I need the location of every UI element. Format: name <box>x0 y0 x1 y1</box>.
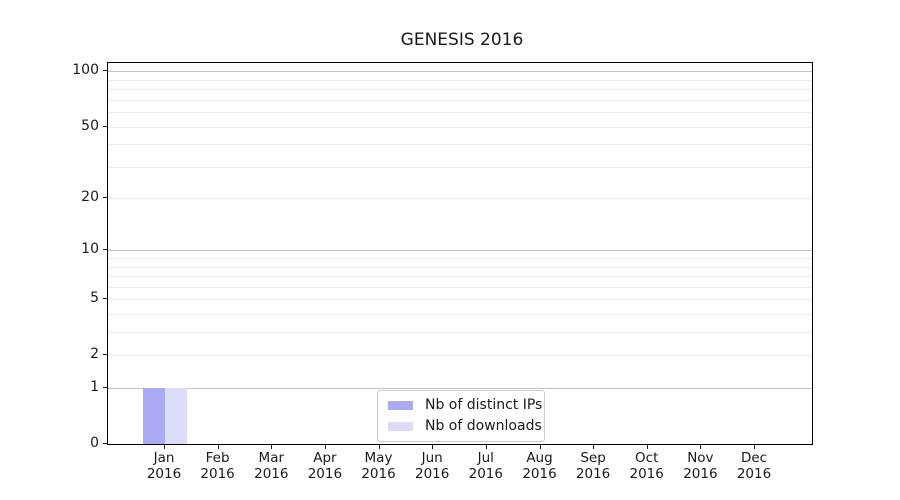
gridline-major <box>108 388 812 389</box>
x-tick-label-jul: Jul 2016 <box>468 450 503 482</box>
x-tick-label-aug: Aug 2016 <box>522 450 557 482</box>
plot-area <box>107 62 813 445</box>
gridline-minor <box>108 266 812 268</box>
x-tick-mark <box>485 445 487 449</box>
gridline-minor <box>108 99 812 101</box>
y-tick-label: 100 <box>72 62 99 79</box>
chart-title: GENESIS 2016 <box>400 30 524 50</box>
x-tick-label-feb: Feb 2016 <box>200 450 235 482</box>
x-tick-label-jun: Jun 2016 <box>415 450 450 482</box>
gridline-minor <box>108 276 812 278</box>
x-tick-label-apr: Apr 2016 <box>307 450 343 482</box>
gridline-minor <box>108 126 812 128</box>
gridline-minor <box>108 258 812 260</box>
gridline-major <box>108 71 812 73</box>
y-tick-label: 0 <box>90 435 99 451</box>
x-tick-label-sep: Sep 2016 <box>575 450 611 482</box>
legend-swatch-downloads <box>388 422 413 431</box>
x-tick-label-dec: Dec 2016 <box>736 450 772 482</box>
gridline-minor <box>108 166 812 168</box>
y-tick-mark <box>103 443 107 444</box>
x-tick-label-may: May 2016 <box>361 450 396 482</box>
legend: Nb of distinct IPs Nb of downloads <box>377 390 545 442</box>
gridline-minor <box>108 89 812 91</box>
x-tick-mark <box>754 445 755 449</box>
y-tick-label: 5 <box>90 290 99 307</box>
x-tick-mark <box>164 445 165 449</box>
x-tick-mark <box>593 445 595 449</box>
x-tick-mark <box>217 445 219 449</box>
legend-item-downloads: Nb of downloads <box>378 416 544 437</box>
x-tick-mark <box>432 445 434 449</box>
y-tick-mark <box>103 298 107 300</box>
gridline-minor <box>108 198 812 200</box>
legend-item-distinct-ips: Nb of distinct IPs <box>378 395 544 416</box>
legend-label-distinct-ips: Nb of distinct IPs <box>425 397 543 413</box>
y-tick-mark <box>103 387 107 388</box>
x-tick-label-oct: Oct 2016 <box>629 450 664 482</box>
gridline-minor <box>108 112 812 114</box>
gridline-minor <box>108 314 812 315</box>
y-tick-label: 50 <box>81 117 99 134</box>
x-tick-mark <box>378 445 380 449</box>
gridline-minor <box>108 355 812 357</box>
y-tick-mark <box>103 197 107 199</box>
bar-nb-of-distinct-ips-jan <box>143 388 165 444</box>
gridline-minor <box>108 332 812 334</box>
y-tick-mark <box>103 249 107 251</box>
y-tick-label: 10 <box>81 241 99 258</box>
y-tick-mark <box>103 125 107 127</box>
y-tick-label: 1 <box>90 379 99 395</box>
bar-nb-of-downloads-jan <box>165 388 187 444</box>
gridline-minor <box>108 79 812 81</box>
y-tick-label: 20 <box>81 189 99 206</box>
x-tick-mark <box>324 445 326 449</box>
y-tick-label: 2 <box>90 346 99 363</box>
x-tick-label-nov: Nov 2016 <box>683 450 718 482</box>
x-tick-label-mar: Mar 2016 <box>254 450 289 482</box>
x-tick-mark <box>700 445 702 449</box>
x-tick-label-jan: Jan 2016 <box>146 450 182 482</box>
gridline-major <box>108 250 812 252</box>
gridline-minor <box>108 144 812 146</box>
x-tick-mark <box>271 445 273 449</box>
y-tick-mark <box>103 354 107 356</box>
legend-swatch-distinct-ips <box>388 401 413 410</box>
y-tick-mark <box>103 70 107 72</box>
legend-label-downloads: Nb of downloads <box>425 418 542 434</box>
gridline-minor <box>108 299 812 301</box>
x-tick-mark <box>539 445 541 449</box>
x-tick-mark <box>646 445 648 449</box>
gridline-minor <box>108 286 812 288</box>
